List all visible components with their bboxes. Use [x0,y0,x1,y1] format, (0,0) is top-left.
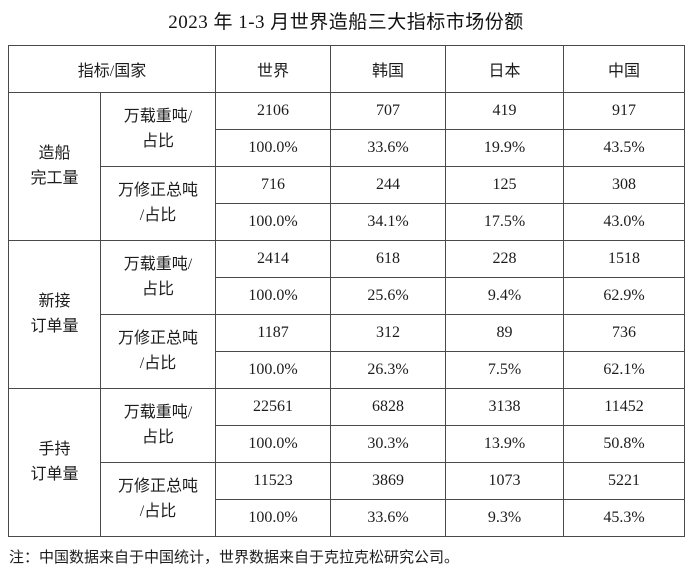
value-cell: 1073 [445,462,565,500]
share-cell: 19.9% [445,129,565,167]
value-cell: 3869 [330,462,447,500]
share-cell: 45.3% [563,499,686,537]
share-cell: 34.1% [330,203,447,241]
value-cell: 89 [445,314,565,352]
share-cell: 26.3% [330,351,447,389]
share-cell: 17.5% [445,203,565,241]
header-indicator-country: 指标/国家 [7,45,217,93]
metric-label-cgt: 万修正总吨 /占比 [99,462,217,537]
metric-label-cgt: 万修正总吨 /占比 [99,166,217,241]
share-cell: 30.3% [330,425,447,463]
share-cell: 100.0% [215,425,332,463]
group-label-completions: 造船 完工量 [8,92,101,241]
value-cell: 228 [445,240,565,278]
metric-label-dwt: 万载重吨/ 占比 [99,92,217,167]
table-row: 造船 完工量 万载重吨/ 占比 2106 707 419 917 [8,92,686,241]
value-cell: 716 [215,166,332,204]
table-row: 100.0% 26.3% 7.5% 62.1% [9,351,686,389]
share-cell: 100.0% [215,499,332,537]
value-cell: 308 [563,166,686,204]
header-china: 中国 [563,45,686,93]
table-row: 手持 订单量 万载重吨/ 占比 22561 6828 3138 11452 [8,388,686,537]
group-label-new-orders: 新接 订单量 [8,240,101,389]
value-cell: 6828 [330,388,447,426]
table-row: 万修正总吨 /占比 716 244 125 308 [9,166,686,241]
value-cell: 312 [330,314,447,352]
share-cell: 43.0% [563,203,686,241]
value-cell: 244 [330,166,447,204]
value-cell: 1187 [215,314,332,352]
group-label-order-backlog: 手持 订单量 [8,388,101,537]
header-japan: 日本 [445,45,565,93]
value-cell: 5221 [563,462,686,500]
metric-label-dwt: 万载重吨/ 占比 [99,388,217,463]
value-cell: 917 [563,92,686,130]
page-title: 2023 年 1-3 月世界造船三大指标市场份额 [168,12,524,33]
table-row: 100.0% 30.3% 13.9% 50.8% [9,425,686,463]
share-cell: 9.4% [445,277,565,315]
metric-label-cgt: 万修正总吨 /占比 [99,314,217,389]
value-cell: 1518 [563,240,686,278]
share-cell: 7.5% [445,351,565,389]
metric-label-dwt: 万载重吨/ 占比 [99,240,217,315]
header-world: 世界 [215,45,332,93]
value-cell: 2414 [215,240,332,278]
table-row: 100.0% 34.1% 17.5% 43.0% [9,203,686,241]
value-cell: 419 [445,92,565,130]
value-cell: 618 [330,240,447,278]
value-cell: 707 [330,92,447,130]
value-cell: 11523 [215,462,332,500]
share-cell: 100.0% [215,351,332,389]
source-note: 注：中国数据来自于中国统计，世界数据来自于克拉克松研究公司。 [9,550,460,566]
share-cell: 100.0% [215,277,332,315]
share-cell: 50.8% [563,425,686,463]
share-cell: 62.9% [563,277,686,315]
share-cell: 13.9% [445,425,565,463]
shipbuilding-share-table: 指标/国家 世界 韩国 日本 中国 造船 完工量 万载重吨/ 占比 2106 7… [7,45,686,537]
table-row: 100.0% 25.6% 9.4% 62.9% [9,277,686,315]
share-cell: 100.0% [215,203,332,241]
header-korea: 韩国 [330,45,447,93]
value-cell: 736 [563,314,686,352]
share-cell: 9.3% [445,499,565,537]
table-row: 万修正总吨 /占比 1187 312 89 736 [9,314,686,389]
value-cell: 22561 [215,388,332,426]
header-row: 指标/国家 世界 韩国 日本 中国 [7,45,686,93]
value-cell: 3138 [445,388,565,426]
table-row: 万修正总吨 /占比 11523 3869 1073 5221 [9,462,686,537]
table-row: 100.0% 33.6% 9.3% 45.3% [9,499,686,537]
share-cell: 25.6% [330,277,447,315]
table-row: 100.0% 33.6% 19.9% 43.5% [9,129,686,167]
share-cell: 33.6% [330,499,447,537]
share-cell: 43.5% [563,129,686,167]
share-cell: 33.6% [330,129,447,167]
share-cell: 62.1% [563,351,686,389]
value-cell: 2106 [215,92,332,130]
value-cell: 125 [445,166,565,204]
table-row: 新接 订单量 万载重吨/ 占比 2414 618 228 1518 [8,240,686,389]
value-cell: 11452 [563,388,686,426]
share-cell: 100.0% [215,129,332,167]
